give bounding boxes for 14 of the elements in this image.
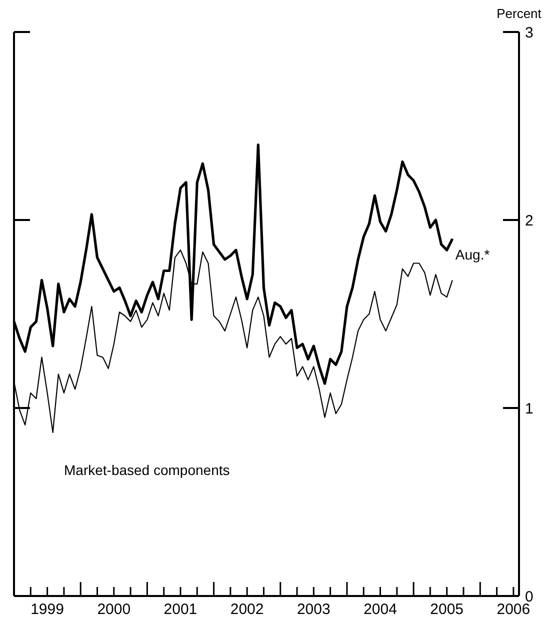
- y-tick-label: 3: [525, 24, 534, 42]
- y-tick-label: 1: [525, 400, 534, 418]
- x-tick-label: 2002: [230, 601, 264, 618]
- annotation: Market-based components: [64, 462, 230, 478]
- x-tick-label: 2005: [430, 601, 464, 618]
- x-tick-label: 2003: [296, 601, 330, 618]
- x-tick-label: 2006: [496, 601, 530, 618]
- y-tick-label: 2: [525, 212, 534, 230]
- x-tick-label: 2001: [164, 601, 198, 618]
- x-tick-label: 2004: [364, 601, 397, 618]
- x-tick-label: 2000: [97, 601, 131, 618]
- y-axis-title: Percent: [496, 6, 542, 21]
- x-tick-label: 1999: [30, 601, 64, 618]
- annotation: Aug.*: [455, 246, 490, 263]
